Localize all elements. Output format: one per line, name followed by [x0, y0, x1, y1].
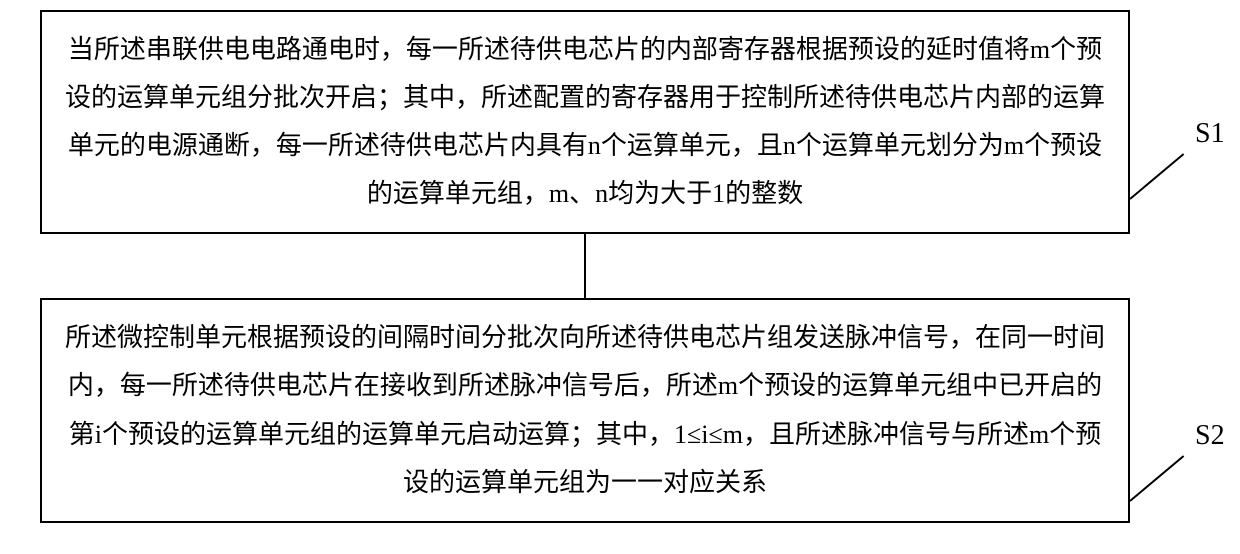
flow-label-s1: S1 — [1195, 118, 1225, 150]
flow-step-s2: 所述微控制单元根据预设的间隔时间分批次向所述待供电芯片组发送脉冲信号，在同一时间… — [40, 298, 1130, 522]
flow-step-s2-text: 所述微控制单元根据预设的间隔时间分批次向所述待供电芯片组发送脉冲信号，在同一时间… — [60, 314, 1110, 506]
flow-label-s2: S2 — [1195, 420, 1225, 452]
flowchart-container: 当所述串联供电电路通电时，每一所述待供电芯片的内部寄存器根据预设的延时值将m个预… — [40, 10, 1200, 523]
flow-step-s1: 当所述串联供电电路通电时，每一所述待供电芯片的内部寄存器根据预设的延时值将m个预… — [40, 10, 1130, 234]
connector-line — [584, 234, 586, 298]
flow-connector-s1-s2 — [40, 234, 1130, 298]
flow-step-s1-text: 当所述串联供电电路通电时，每一所述待供电芯片的内部寄存器根据预设的延时值将m个预… — [60, 26, 1110, 218]
